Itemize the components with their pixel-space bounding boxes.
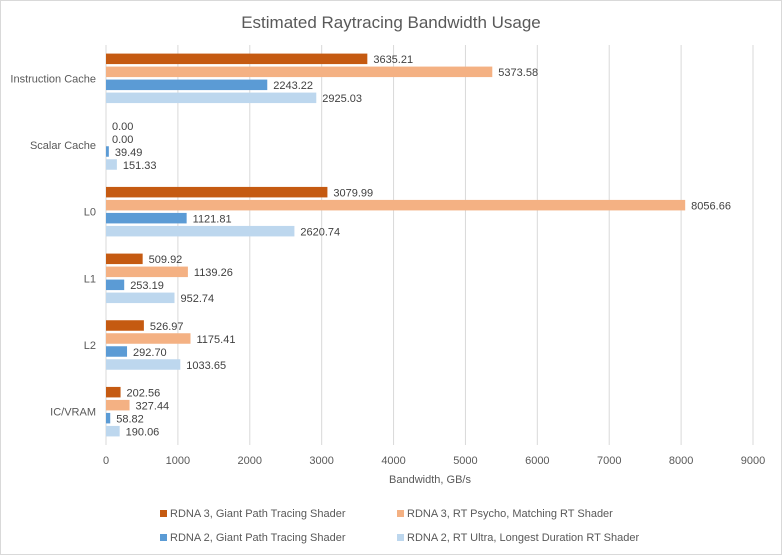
x-tick-label: 0 (103, 455, 109, 467)
bar (106, 292, 175, 304)
bar (106, 425, 120, 437)
bar (106, 53, 368, 65)
bar (106, 92, 317, 104)
bars (106, 53, 686, 437)
chart-title: Estimated Raytracing Bandwidth Usage (241, 13, 541, 32)
legend-entry: RDNA 2, RT Ultra, Longest Duration RT Sh… (407, 532, 639, 544)
data-label: 2620.74 (300, 226, 340, 238)
bar (106, 333, 191, 344)
data-label: 1139.26 (194, 267, 233, 279)
bar (106, 320, 144, 331)
bar (106, 399, 130, 411)
data-label: 2925.03 (322, 93, 362, 105)
bar (106, 346, 128, 357)
bar (106, 412, 111, 424)
data-label: 0.00 (112, 121, 133, 133)
data-label: 3079.99 (333, 187, 373, 199)
data-label: 5373.58 (498, 67, 538, 79)
data-label: 0.00 (112, 134, 133, 146)
x-tick-labels: 0 1000 2000 3000 4000 5000 6000 7000 8000 9000 (103, 455, 765, 467)
legend-swatch (397, 510, 404, 517)
category-label: L1 (84, 273, 96, 285)
x-tick-label: 1000 (166, 455, 190, 467)
category-label: L2 (84, 340, 96, 352)
data-label: 39.49 (115, 147, 143, 159)
x-tick-label: 7000 (597, 455, 621, 467)
x-tick-label: 2000 (238, 455, 262, 467)
category-label: IC/VRAM (50, 407, 96, 419)
data-label: 2243.22 (273, 80, 313, 92)
bar (106, 253, 143, 265)
category-labels: Instruction Cache Scalar Cache L0 L1 L2 IC/VR… (10, 73, 96, 418)
legend-swatch (397, 534, 404, 541)
data-label: 1033.65 (186, 360, 226, 372)
x-tick-label: 6000 (525, 455, 549, 467)
data-label: 327.44 (136, 400, 170, 412)
data-label: 3635.21 (373, 54, 413, 66)
data-label: 292.70 (133, 347, 167, 359)
data-label: 151.33 (123, 160, 157, 172)
bar (106, 66, 493, 78)
legend: RDNA 3, Giant Path Tracing Shader RDNA 3,… (160, 508, 639, 544)
x-tick-label: 3000 (309, 455, 333, 467)
x-tick-label: 8000 (669, 455, 693, 467)
legend-entry: RDNA 2, Giant Path Tracing Shader (170, 532, 346, 544)
category-label: Scalar Cache (30, 140, 96, 152)
bar (106, 359, 181, 370)
x-axis-title: Bandwidth, GB/s (389, 474, 471, 486)
data-label: 8056.66 (691, 200, 731, 212)
legend-swatch (160, 510, 167, 517)
x-tick-label: 4000 (381, 455, 405, 467)
x-tick-label: 5000 (453, 455, 477, 467)
gridlines (105, 45, 754, 445)
data-label: 253.19 (130, 280, 164, 292)
bar (106, 386, 121, 398)
data-label: 1121.81 (193, 213, 232, 225)
data-label: 526.97 (150, 321, 184, 333)
bar (106, 266, 188, 278)
data-label: 202.56 (127, 387, 161, 399)
legend-entry: RDNA 3, RT Psycho, Matching RT Shader (407, 508, 613, 520)
bar (106, 212, 187, 224)
legend-swatch (160, 534, 167, 541)
category-label: L0 (84, 207, 96, 219)
bar (106, 159, 117, 170)
bar (106, 225, 295, 237)
data-label: 952.74 (180, 293, 214, 305)
x-tick-label: 9000 (741, 455, 765, 467)
bar (106, 186, 328, 198)
data-label: 509.92 (149, 254, 183, 266)
bar (106, 146, 109, 157)
data-label: 190.06 (126, 426, 160, 438)
bar (106, 279, 125, 291)
data-label: 1175.41 (196, 334, 235, 346)
bar (106, 199, 686, 211)
data-labels: 3635.215373.582243.222925.030.000.0039.4… (112, 54, 731, 438)
legend-entry: RDNA 3, Giant Path Tracing Shader (170, 508, 346, 520)
bar (106, 79, 268, 91)
data-label: 58.82 (116, 413, 144, 425)
category-label: Instruction Cache (10, 73, 96, 85)
